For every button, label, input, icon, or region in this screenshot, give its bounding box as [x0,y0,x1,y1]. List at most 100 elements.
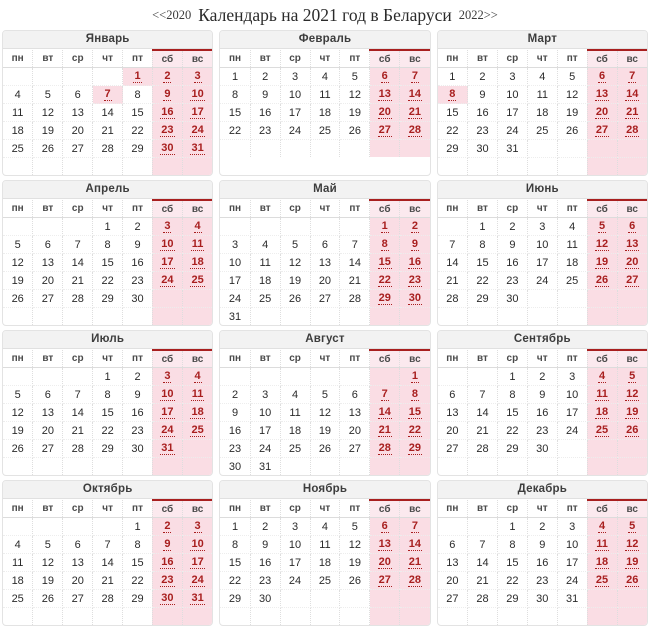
day-cell[interactable]: 11 [557,235,588,254]
day-cell[interactable]: 13 [437,403,469,422]
day-cell[interactable]: 9 [152,535,183,554]
day-cell[interactable]: 14 [467,553,498,572]
day-cell[interactable]: 4 [182,367,213,386]
day-cell[interactable]: 25 [250,289,281,308]
day-cell[interactable]: 15 [497,553,528,572]
day-cell[interactable]: 15 [399,403,430,422]
day-cell[interactable]: 31 [152,439,183,458]
day-cell[interactable]: 18 [250,271,281,290]
day-cell[interactable]: 6 [62,85,94,104]
day-cell[interactable]: 19 [617,403,647,422]
day-cell[interactable]: 20 [310,271,341,290]
day-cell[interactable]: 14 [467,403,498,422]
day-cell[interactable]: 24 [497,121,528,140]
day-cell[interactable]: 22 [369,271,401,290]
day-cell[interactable]: 22 [497,421,528,440]
day-cell[interactable]: 16 [122,253,153,272]
day-cell[interactable]: 12 [3,403,34,422]
day-cell[interactable]: 11 [527,85,558,104]
day-cell[interactable]: 7 [399,517,430,536]
day-cell[interactable]: 13 [62,103,94,122]
day-cell[interactable]: 14 [437,253,469,272]
day-cell[interactable]: 18 [182,403,213,422]
day-cell[interactable]: 28 [369,439,401,458]
day-cell[interactable]: 28 [62,439,94,458]
day-cell[interactable]: 10 [497,85,528,104]
day-cell[interactable]: 2 [152,67,183,86]
day-cell[interactable]: 19 [339,103,371,122]
day-cell[interactable]: 16 [122,403,153,422]
day-cell[interactable]: 21 [62,271,94,290]
day-cell[interactable]: 11 [3,553,34,572]
day-cell[interactable]: 19 [339,553,371,572]
day-cell[interactable]: 22 [220,121,251,140]
day-cell[interactable]: 11 [280,403,311,422]
day-cell[interactable]: 29 [497,589,528,608]
day-cell[interactable]: 2 [122,367,153,386]
day-cell[interactable]: 13 [437,553,469,572]
day-cell[interactable]: 1 [369,217,401,236]
day-cell[interactable]: 23 [497,271,528,290]
day-cell[interactable]: 21 [339,271,371,290]
day-cell[interactable]: 11 [182,235,213,254]
day-cell[interactable]: 9 [527,385,558,404]
day-cell[interactable]: 17 [557,553,588,572]
day-cell[interactable]: 27 [32,439,64,458]
day-cell[interactable]: 11 [310,535,341,554]
day-cell[interactable]: 23 [152,121,183,140]
day-cell[interactable]: 12 [617,535,647,554]
day-cell[interactable]: 27 [587,121,618,140]
day-cell[interactable]: 3 [182,67,213,86]
day-cell[interactable]: 28 [62,289,94,308]
day-cell[interactable]: 23 [220,439,251,458]
day-cell[interactable]: 18 [310,103,341,122]
day-cell[interactable]: 30 [152,139,183,158]
day-cell[interactable]: 14 [399,535,430,554]
day-cell[interactable]: 25 [527,121,558,140]
day-cell[interactable]: 20 [369,103,401,122]
day-cell[interactable]: 25 [182,271,213,290]
day-cell[interactable]: 30 [250,589,281,608]
day-cell[interactable]: 27 [339,439,371,458]
day-cell[interactable]: 16 [152,553,183,572]
day-cell[interactable]: 3 [280,67,311,86]
day-cell[interactable]: 19 [3,421,34,440]
day-cell[interactable]: 5 [339,67,371,86]
day-cell[interactable]: 23 [527,421,558,440]
day-cell[interactable]: 9 [122,385,153,404]
day-cell[interactable]: 6 [62,535,94,554]
day-cell[interactable]: 28 [399,121,430,140]
day-cell[interactable]: 25 [310,121,341,140]
day-cell[interactable]: 2 [497,217,528,236]
day-cell[interactable]: 26 [617,571,647,590]
day-cell[interactable]: 16 [467,103,498,122]
day-cell[interactable]: 17 [557,403,588,422]
day-cell[interactable]: 8 [92,235,124,254]
day-cell[interactable]: 9 [152,85,183,104]
day-cell[interactable]: 17 [250,421,281,440]
day-cell[interactable]: 22 [92,421,124,440]
day-cell[interactable]: 2 [467,67,498,86]
day-cell[interactable]: 29 [467,289,498,308]
day-cell[interactable]: 24 [220,289,251,308]
day-cell[interactable]: 5 [587,217,618,236]
day-cell[interactable]: 23 [122,421,153,440]
day-cell[interactable]: 26 [339,571,371,590]
day-cell[interactable]: 5 [617,517,647,536]
day-cell[interactable]: 1 [467,217,498,236]
day-cell[interactable]: 20 [62,121,94,140]
day-cell[interactable]: 9 [527,535,558,554]
day-cell[interactable]: 16 [250,553,281,572]
day-cell[interactable]: 22 [437,121,469,140]
day-cell[interactable]: 14 [62,403,94,422]
day-cell[interactable]: 24 [280,571,311,590]
day-cell[interactable]: 5 [339,517,371,536]
day-cell[interactable]: 6 [339,385,371,404]
day-cell[interactable]: 2 [399,217,430,236]
day-cell[interactable]: 12 [280,253,311,272]
day-cell[interactable]: 1 [220,67,251,86]
day-cell[interactable]: 22 [92,271,124,290]
day-cell[interactable]: 28 [92,589,124,608]
day-cell[interactable]: 3 [182,517,213,536]
day-cell[interactable]: 13 [587,85,618,104]
